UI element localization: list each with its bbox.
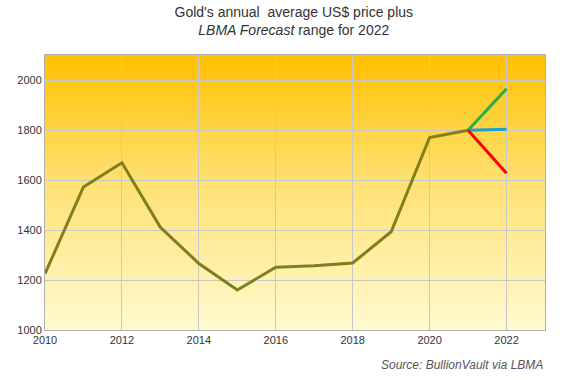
svg-text:1400: 1400 — [17, 224, 41, 236]
svg-text:Source: BullionVault via LBMA: Source: BullionVault via LBMA — [381, 358, 543, 372]
svg-text:2014: 2014 — [187, 334, 211, 346]
svg-text:2018: 2018 — [340, 334, 364, 346]
svg-text:2012: 2012 — [110, 334, 134, 346]
svg-text:Gold's annual average US$ pri: Gold's annual average US$ price plusLBMA… — [175, 4, 413, 38]
svg-text:2016: 2016 — [264, 334, 288, 346]
svg-text:2010: 2010 — [33, 334, 57, 346]
svg-text:1800: 1800 — [17, 124, 41, 136]
svg-text:2022: 2022 — [494, 334, 518, 346]
svg-text:1000: 1000 — [17, 324, 41, 336]
svg-text:2020: 2020 — [417, 334, 441, 346]
svg-text:1200: 1200 — [17, 274, 41, 286]
svg-text:1600: 1600 — [17, 174, 41, 186]
svg-text:2000: 2000 — [17, 74, 41, 86]
